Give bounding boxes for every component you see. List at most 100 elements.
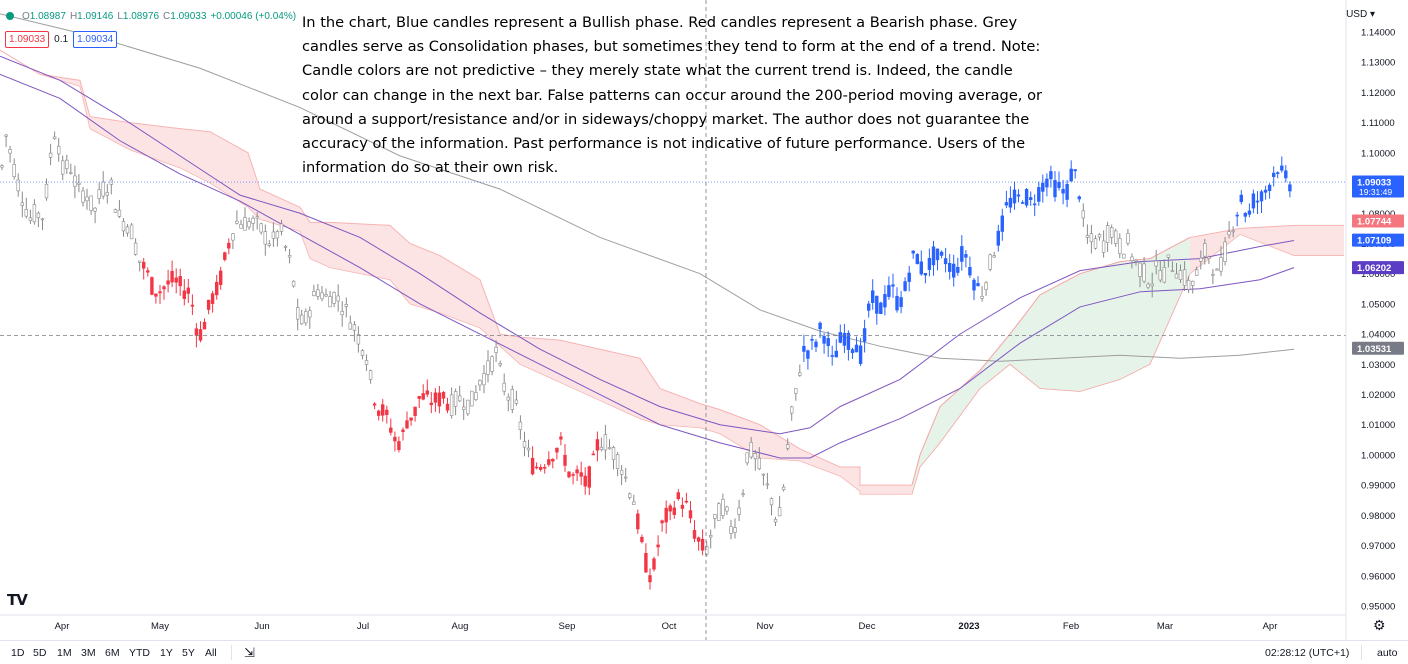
range-button-ytd[interactable]: YTD [129,647,150,659]
currency-selector[interactable]: USD ▾ [1346,9,1375,20]
candle-body [923,272,928,276]
low-label: L [117,11,123,22]
gear-icon[interactable]: ⚙ [1373,617,1386,633]
range-button-1d[interactable]: 1D [11,647,25,659]
candle-body [684,500,689,503]
tradingview-logo[interactable]: TV [7,591,28,609]
candle-body [356,334,361,345]
candle-body [741,493,745,496]
goto-date-icon[interactable]: ⇲ [244,645,255,660]
cloud-bearish-edge [0,49,912,495]
candle-body [360,350,365,356]
candle-body [150,277,154,295]
status-dot-icon [6,12,14,20]
candle-body [866,303,871,311]
candle-body [113,209,118,213]
candle-body [1033,203,1037,206]
candle-body [794,388,798,394]
candle-body [980,296,984,299]
candle-body [883,294,887,308]
candle-body [48,152,53,158]
candle-body [749,442,753,458]
candle-body [320,292,324,300]
range-button-1m[interactable]: 1M [57,647,72,659]
range-button-1y[interactable]: 1Y [160,647,173,659]
auto-scale-button[interactable]: auto [1377,647,1398,659]
candle-body [393,436,397,442]
candle-body [956,266,960,273]
candle-body [1272,172,1276,177]
range-button-6m[interactable]: 6M [105,647,120,659]
sell-button[interactable]: 1.09033 [5,31,50,48]
candle-body [1065,183,1069,200]
candle-body [401,429,405,433]
candle-body [1004,202,1009,206]
candle-body [927,258,932,270]
candle-body [1000,215,1005,232]
range-button-5d[interactable]: 5D [33,647,47,659]
candle-body [1259,191,1264,202]
candle-body [275,231,280,239]
candle-body [1049,171,1053,180]
candle-body [603,434,608,451]
y-tick-label: 1.08000 [1361,209,1395,220]
candle-body [623,476,628,479]
candle-body [494,346,498,353]
candle-body [251,217,255,224]
price-tag [1352,261,1404,275]
candle-body [445,403,450,411]
candle-body [129,224,134,240]
candle-body [474,392,478,400]
price-tag-value: 1.03531 [1357,344,1392,355]
candle-body [988,254,992,270]
cloud-bullish-edge [911,273,1191,495]
candle-body [154,293,158,297]
candle-body [1211,273,1215,276]
candle-body [1239,194,1244,202]
candle-body [951,263,956,278]
candle-body [599,446,604,450]
candle-body [887,285,891,297]
candle-body [397,441,401,451]
candle-body [713,513,717,519]
y-tick-label: 0.95000 [1361,602,1395,613]
candle-body [563,454,567,466]
x-tick-label: Mar [1157,621,1173,632]
candle-body [121,221,126,232]
range-button-3m[interactable]: 3M [81,647,96,659]
candle-body [1110,227,1114,238]
price-chart[interactable]: 1.14000 1.13000 1.12000 1.11000 1.10000 1.090… [0,0,1408,640]
candle-body [814,341,818,348]
candle-body [417,395,421,399]
candle-body [664,507,668,523]
range-button-all[interactable]: All [205,647,217,659]
ma_mid-line [0,73,1295,459]
candle-body [968,267,972,276]
candle-body [1073,169,1077,172]
candle-body [328,296,332,308]
candle-body [133,242,138,255]
buy-button[interactable]: 1.09034 [73,31,118,48]
candle-body [219,270,223,286]
candle-body [729,526,733,534]
low-value: 1.08976 [122,11,160,22]
close-value: 1.09033 [170,11,207,22]
candle-body [372,403,377,406]
cloud-bearish-edge [1189,224,1344,238]
candle-body [190,304,195,307]
candle-body [919,261,924,275]
candle-body [676,492,681,500]
candle-body [1223,241,1227,262]
candle-body [1243,213,1248,217]
y-tick-label: 1.04000 [1361,330,1395,341]
y-tick-label: 0.96000 [1361,571,1395,582]
x-tick-label: Aug [452,621,469,632]
candle-body [947,262,952,272]
y-tick-label: 1.14000 [1361,28,1395,39]
candle-body [158,291,162,294]
range-button-5y[interactable]: 5Y [182,647,195,659]
price-tag [1352,214,1404,228]
candle-body [186,287,190,294]
candle-body [1045,178,1049,188]
candle-body [915,254,920,265]
